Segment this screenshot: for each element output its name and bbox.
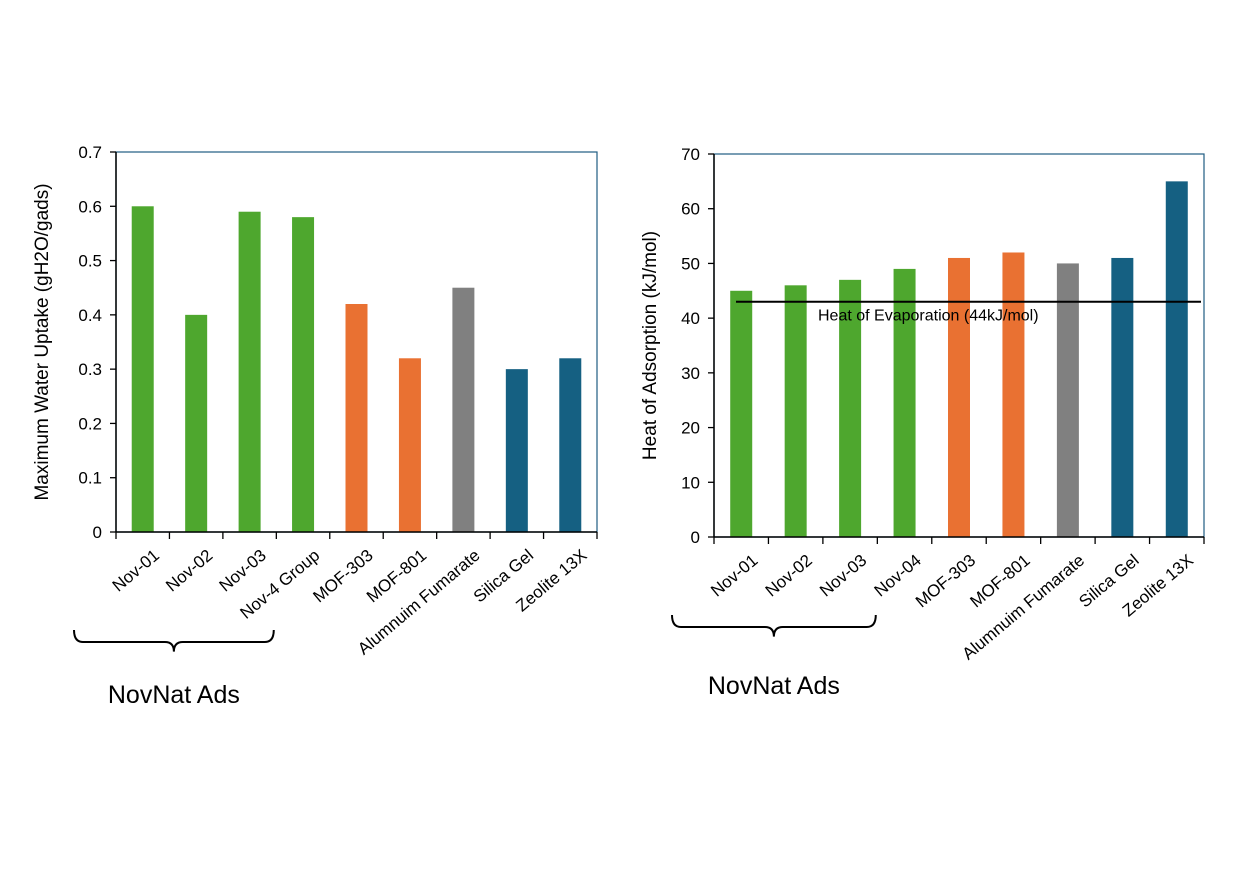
bar-nov-02 [185,314,208,532]
bar-nov-02 [784,285,807,537]
bar-nov-01 [730,290,753,537]
bar-mof-303 [948,257,970,537]
y-axis-title: Heat of Adsorption (kJ/mol) [640,231,661,460]
bar-nov-03 [238,211,261,532]
y-tick-label: 20 [681,419,700,438]
bar-mof-303 [345,304,368,532]
y-tick-label: 30 [681,364,700,383]
y-tick-label: 0.3 [78,360,102,379]
y-axis-title: Maximum Water Uptake (gH2O/gads) [32,183,53,500]
category-label: Nov-01 [109,546,163,596]
bar-nov-03 [839,279,862,537]
category-label: Nov-02 [762,551,816,601]
y-tick-label: 0.6 [78,197,102,216]
y-tick-label: 60 [681,200,700,219]
y-tick-label: 40 [681,309,700,328]
y-tick-label: 0.5 [78,252,102,271]
bar-nov-04 [893,268,916,537]
category-label: MOF-303 [912,551,979,612]
bar-alumnuim-fumarate [452,287,475,532]
bar-alumnuim-fumarate [1056,263,1079,537]
y-tick-label: 10 [681,473,700,492]
reference-line-label: Heat of Evaporation (44kJ/mol) [818,308,1039,325]
group-label: NovNat Ads [708,672,840,700]
y-tick-label: 50 [681,254,700,273]
category-label: Nov-02 [162,546,216,596]
group-brace [671,614,877,637]
bar-nov-01 [131,206,154,533]
group-label: NovNat Ads [108,681,240,709]
y-tick-label: 0 [93,523,102,542]
group-brace [73,629,275,652]
y-tick-label: 70 [681,145,700,164]
bar-silica-gel [505,369,528,532]
bar-mof-801 [1002,252,1025,537]
y-tick-label: 0.1 [78,469,102,488]
y-tick-label: 0.7 [78,143,102,162]
bar-zeolite-13x [559,358,582,532]
bar-silica-gel [1111,257,1134,537]
category-label: Nov-01 [707,551,761,601]
y-tick-label: 0.2 [78,414,102,433]
y-tick-label: 0 [691,528,700,547]
category-label: Nov-03 [816,551,870,601]
bar-zeolite-13x [1165,181,1188,537]
bar-mof-801 [398,358,421,532]
y-tick-label: 0.4 [78,306,102,325]
bar-nov-4-group [292,217,315,532]
